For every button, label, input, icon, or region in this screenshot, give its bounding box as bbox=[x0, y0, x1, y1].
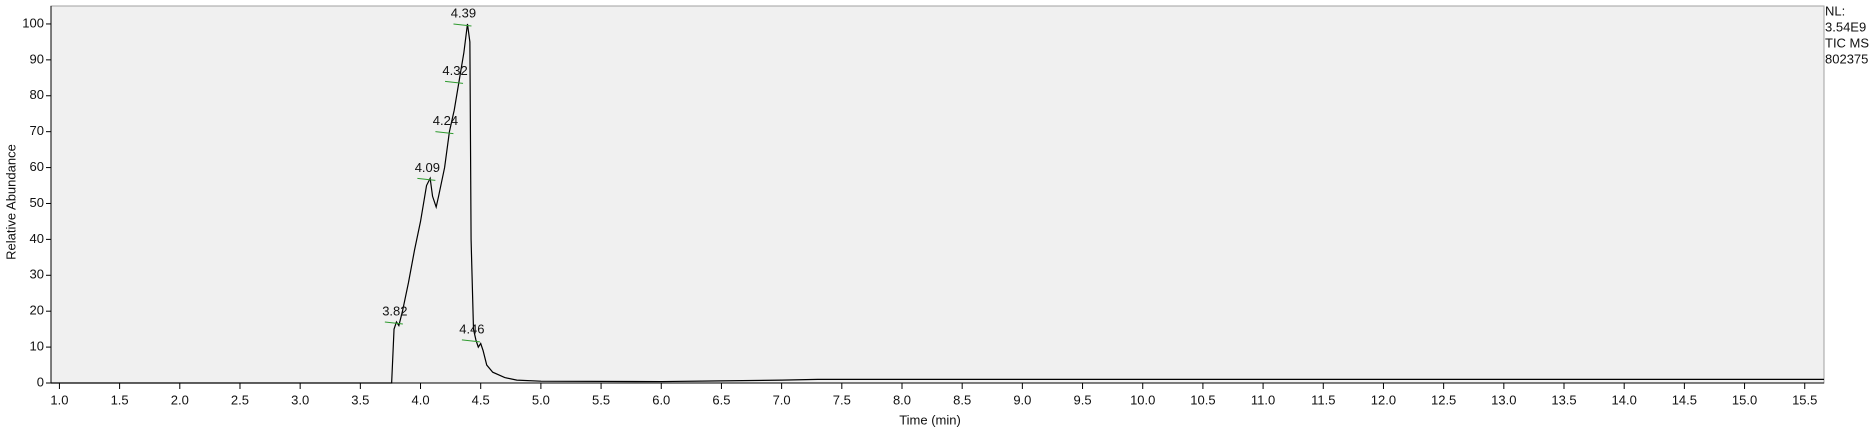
x-tick-label: 15.5 bbox=[1792, 392, 1817, 407]
peak-label: 3.82 bbox=[382, 303, 407, 318]
x-tick-label: 1.0 bbox=[50, 392, 68, 407]
plot-area bbox=[50, 5, 1825, 384]
y-tick-label: 50 bbox=[30, 195, 44, 210]
x-tick-label: 9.5 bbox=[1074, 392, 1092, 407]
y-tick-label: 20 bbox=[30, 303, 44, 318]
x-tick-label: 10.5 bbox=[1190, 392, 1215, 407]
x-axis-label: Time (min) bbox=[899, 412, 961, 427]
x-tick-label: 3.0 bbox=[291, 392, 309, 407]
y-tick-label: 40 bbox=[30, 231, 44, 246]
x-tick-label: 5.5 bbox=[592, 392, 610, 407]
peak-marker bbox=[444, 80, 464, 84]
x-tick-label: 11.0 bbox=[1251, 392, 1275, 407]
peak-marker bbox=[453, 23, 472, 27]
x-tick-label: 2.5 bbox=[231, 392, 249, 407]
x-tick-label: 1.5 bbox=[111, 392, 129, 407]
x-tick-label: 7.5 bbox=[833, 392, 851, 407]
peak-marker bbox=[384, 321, 403, 325]
x-tick-label: 8.5 bbox=[953, 392, 971, 407]
peak-marker bbox=[461, 339, 480, 343]
trace bbox=[51, 23, 1824, 384]
peak-label: 4.09 bbox=[415, 160, 440, 175]
peak-label: 4.46 bbox=[459, 321, 484, 336]
x-tick-label: 8.0 bbox=[893, 392, 911, 407]
info-text: 3.54E9 bbox=[1825, 19, 1866, 34]
x-tick-label: 15.0 bbox=[1732, 392, 1757, 407]
y-tick-label: 70 bbox=[30, 123, 44, 138]
peak-label: 4.39 bbox=[451, 5, 476, 20]
x-tick-label: 14.0 bbox=[1612, 392, 1637, 407]
y-axis-label: Relative Abundance bbox=[3, 144, 18, 260]
y-tick-label: 100 bbox=[22, 15, 44, 30]
x-tick-label: 5.0 bbox=[532, 392, 550, 407]
x-tick-label: 11.5 bbox=[1311, 392, 1335, 407]
y-tick-label: 80 bbox=[30, 87, 44, 102]
x-tick-label: 12.0 bbox=[1371, 392, 1396, 407]
x-tick-label: 12.5 bbox=[1431, 392, 1456, 407]
y-tick-label: 0 bbox=[37, 374, 44, 389]
x-tick-label: 4.5 bbox=[472, 392, 490, 407]
x-tick-label: 10.0 bbox=[1130, 392, 1155, 407]
y-tick-label: 60 bbox=[30, 159, 44, 174]
y-tick-label: 10 bbox=[30, 339, 44, 354]
peak-marker bbox=[417, 177, 436, 181]
peak-label: 4.32 bbox=[442, 63, 467, 78]
info-text: 802375 bbox=[1825, 51, 1868, 66]
peak-marker bbox=[435, 131, 454, 135]
y-tick-label: 30 bbox=[30, 267, 44, 282]
x-tick-label: 13.0 bbox=[1491, 392, 1516, 407]
y-tick-label: 90 bbox=[30, 51, 44, 66]
peak-label: 4.24 bbox=[433, 113, 458, 128]
x-tick-label: 9.0 bbox=[1013, 392, 1031, 407]
x-tick-label: 3.5 bbox=[351, 392, 369, 407]
x-tick-label: 4.0 bbox=[411, 392, 429, 407]
info-text: NL: bbox=[1825, 3, 1845, 18]
x-tick-label: 13.5 bbox=[1551, 392, 1576, 407]
info-text: TIC MS bbox=[1825, 35, 1869, 50]
x-tick-label: 6.0 bbox=[652, 392, 670, 407]
x-tick-label: 6.5 bbox=[712, 392, 730, 407]
x-tick-label: 14.5 bbox=[1672, 392, 1697, 407]
x-tick-label: 7.0 bbox=[773, 392, 791, 407]
x-tick-label: 2.0 bbox=[171, 392, 189, 407]
